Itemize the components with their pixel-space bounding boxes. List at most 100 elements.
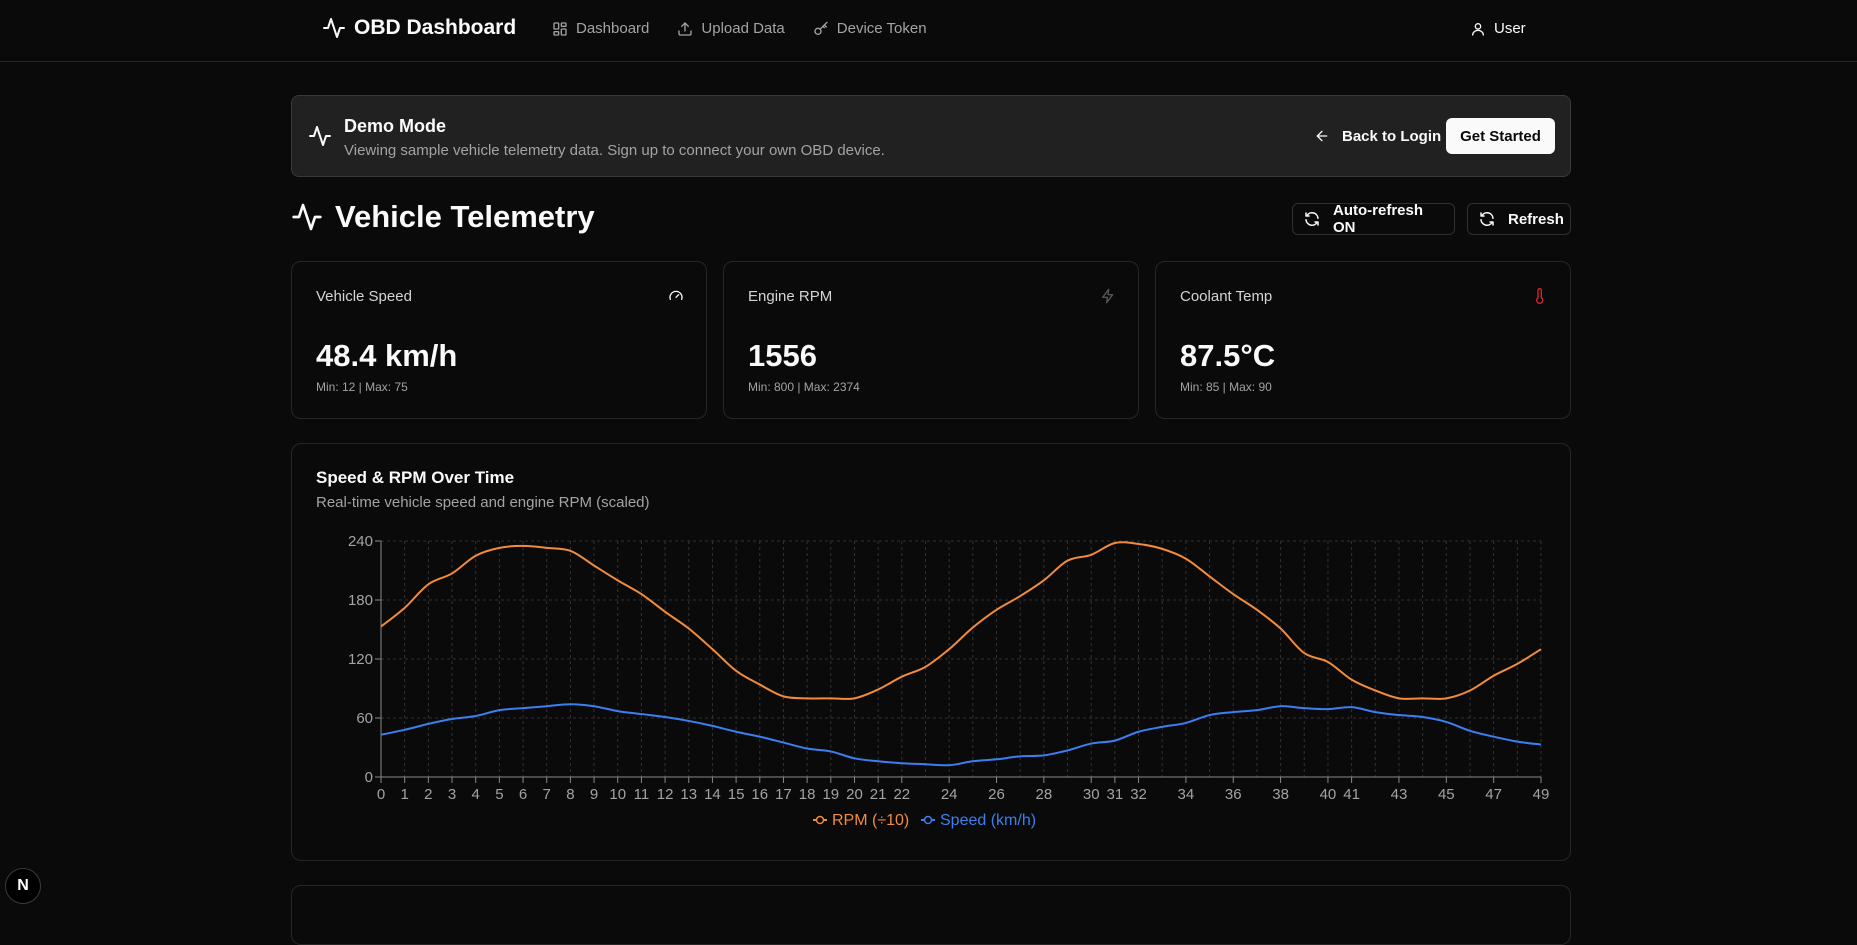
x-tick-label: 5 (495, 786, 503, 803)
card-value: 87.5°C (1180, 338, 1276, 373)
x-tick-label: 21 (870, 786, 887, 803)
next-section-card (291, 885, 1571, 945)
card-label: Engine RPM (748, 288, 833, 305)
chart-subtitle: Real-time vehicle speed and engine RPM (… (316, 494, 650, 511)
user-menu[interactable]: User (1470, 20, 1526, 37)
nav-dashboard[interactable]: Dashboard (552, 20, 649, 37)
x-tick-label: 31 (1107, 786, 1124, 803)
x-tick-label: 6 (519, 786, 527, 803)
x-tick-label: 36 (1225, 786, 1242, 803)
user-icon (1470, 21, 1486, 37)
user-label: User (1494, 20, 1526, 37)
nav-device-token[interactable]: Device Token (813, 20, 927, 37)
y-tick-label: 0 (365, 769, 373, 786)
back-to-login-label: Back to Login (1342, 127, 1442, 145)
x-tick-label: 22 (893, 786, 910, 803)
arrow-left-icon (1314, 128, 1330, 144)
x-tick-label: 40 (1320, 786, 1337, 803)
next-logo-icon[interactable]: N (5, 868, 41, 904)
x-tick-label: 28 (1036, 786, 1053, 803)
legend-marker (815, 815, 825, 825)
x-tick-label: 38 (1272, 786, 1289, 803)
x-tick-label: 9 (590, 786, 598, 803)
activity-icon (322, 16, 346, 40)
x-tick-label: 1 (401, 786, 409, 803)
x-tick-label: 7 (543, 786, 551, 803)
page-title-text: Vehicle Telemetry (335, 199, 595, 234)
card-minmax: Min: 85 | Max: 90 (1180, 380, 1272, 394)
refresh-icon (1303, 210, 1321, 228)
x-tick-label: 14 (704, 786, 721, 803)
auto-refresh-label: Auto-refresh ON (1333, 202, 1424, 236)
get-started-button[interactable]: Get Started (1446, 118, 1555, 154)
x-tick-label: 45 (1438, 786, 1455, 803)
refresh-button[interactable]: Refresh (1467, 203, 1571, 235)
x-tick-label: 47 (1485, 786, 1502, 803)
x-tick-label: 16 (751, 786, 768, 803)
nav-upload-data[interactable]: Upload Data (677, 20, 785, 37)
x-tick-label: 34 (1178, 786, 1195, 803)
brand[interactable]: OBD Dashboard (322, 16, 516, 40)
nav-upload-label: Upload Data (701, 20, 785, 37)
legend-label-speed: Speed (km/h) (940, 812, 1036, 829)
y-tick-label: 180 (348, 592, 373, 609)
x-tick-label: 8 (566, 786, 574, 803)
demo-title: Demo Mode (344, 116, 447, 136)
activity-icon (308, 124, 332, 148)
x-tick-label: 10 (609, 786, 626, 803)
y-tick-label: 240 (348, 533, 373, 550)
x-tick-label: 0 (377, 786, 385, 803)
zap-icon (1100, 288, 1116, 304)
demo-description: Viewing sample vehicle telemetry data. S… (344, 142, 885, 159)
card-minmax: Min: 800 | Max: 2374 (748, 380, 860, 394)
refresh-icon (1478, 210, 1496, 228)
rpm-line (380, 541, 1542, 700)
key-icon (813, 21, 829, 37)
x-tick-label: 41 (1343, 786, 1360, 803)
x-tick-label: 32 (1130, 786, 1147, 803)
auto-refresh-toggle[interactable]: Auto-refresh ON (1292, 202, 1455, 236)
x-tick-label: 2 (424, 786, 432, 803)
nav-device-token-label: Device Token (836, 20, 927, 37)
card-value: 1556 (748, 338, 817, 373)
thermometer-icon (1532, 288, 1548, 304)
y-tick-label: 120 (348, 651, 373, 668)
card-minmax: Min: 12 | Max: 75 (316, 380, 408, 394)
card-label: Vehicle Speed (316, 288, 412, 305)
brand-name: OBD Dashboard (354, 16, 517, 39)
x-tick-label: 13 (680, 786, 697, 803)
x-tick-label: 15 (728, 786, 745, 803)
gauge-icon (668, 288, 684, 304)
legend-marker (923, 815, 933, 825)
speed-card: Vehicle Speed 48.4 km/h Min: 12 | Max: 7… (291, 261, 707, 419)
grid-icon (552, 21, 568, 37)
x-tick-label: 11 (634, 786, 650, 803)
x-tick-label: 17 (775, 786, 792, 803)
upload-icon (677, 21, 693, 37)
x-tick-label: 26 (988, 786, 1005, 803)
chart-title: Speed & RPM Over Time (316, 468, 515, 487)
speed-line (380, 703, 1542, 767)
x-tick-label: 3 (448, 786, 456, 803)
y-tick-label: 60 (356, 710, 373, 727)
nav-dashboard-label: Dashboard (576, 20, 650, 37)
x-tick-label: 49 (1533, 786, 1550, 803)
speed-rpm-chart-card: Speed & RPM Over Time Real-time vehicle … (291, 443, 1571, 861)
top-navbar: OBD Dashboard Dashboard Upload Data Devi… (0, 0, 1857, 62)
x-tick-label: 18 (799, 786, 816, 803)
main-nav: Dashboard Upload Data Device Token (552, 20, 927, 37)
card-value: 48.4 km/h (316, 338, 458, 373)
x-tick-label: 43 (1391, 786, 1408, 803)
card-label: Coolant Temp (1180, 288, 1273, 305)
x-tick-label: 30 (1083, 786, 1100, 803)
x-tick-label: 12 (657, 786, 674, 803)
x-tick-label: 24 (941, 786, 958, 803)
page-title: Vehicle Telemetry (291, 199, 595, 235)
x-tick-label: 20 (846, 786, 863, 803)
x-tick-label: 4 (472, 786, 480, 803)
activity-icon (291, 201, 323, 233)
back-to-login-button[interactable]: Back to Login (1302, 118, 1453, 154)
x-tick-label: 19 (822, 786, 839, 803)
coolant-card: Coolant Temp 87.5°C Min: 85 | Max: 90 (1155, 261, 1571, 419)
